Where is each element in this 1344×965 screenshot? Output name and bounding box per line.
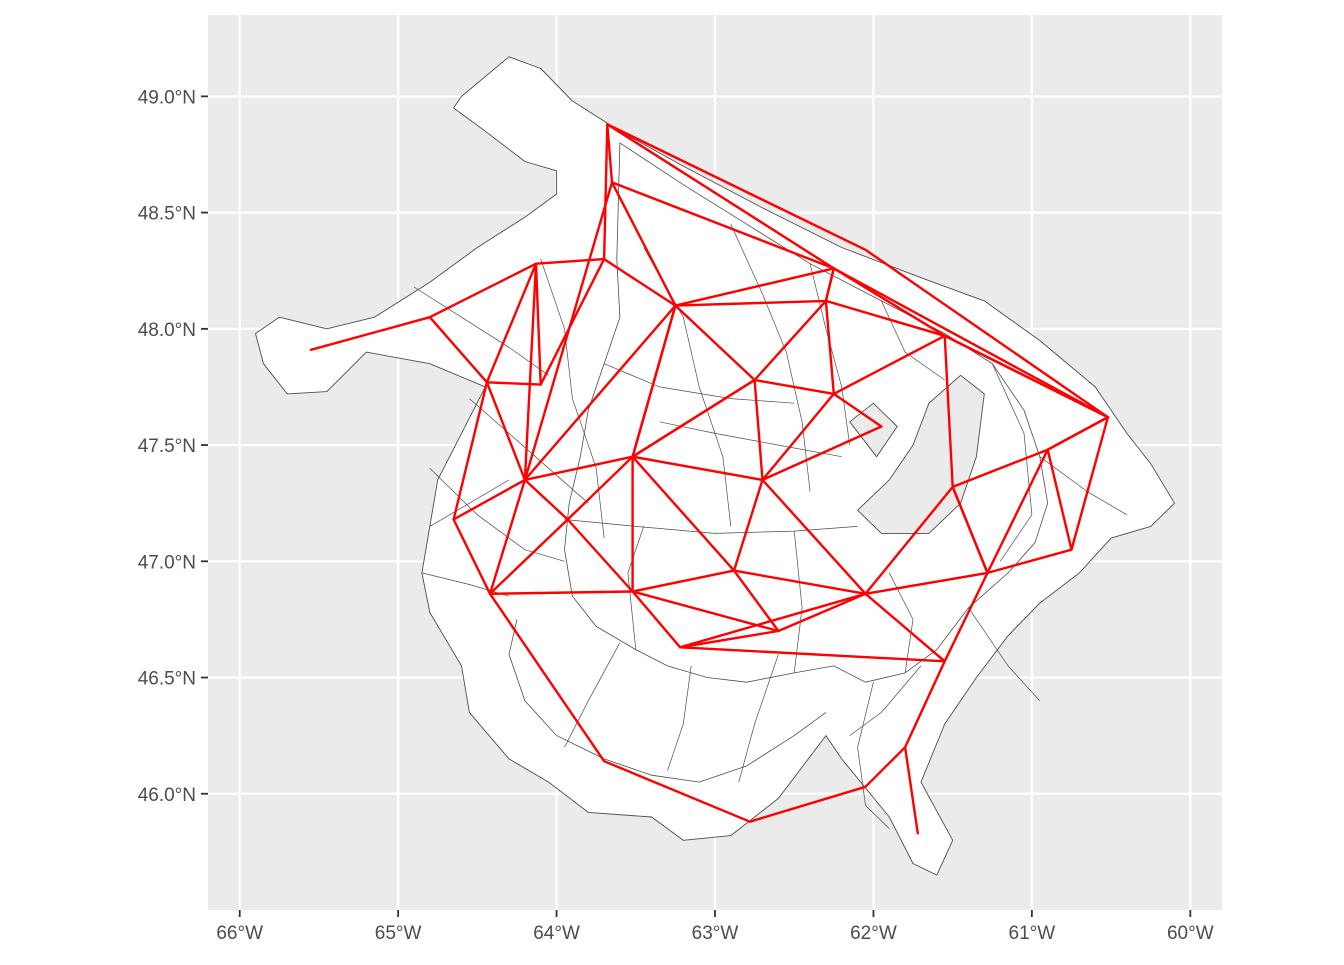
y-tick-label: 48.0°N (138, 320, 196, 341)
region-boundary (603, 363, 795, 404)
region-boundary (991, 363, 1033, 562)
region-boundary (730, 224, 811, 492)
region-boundary (667, 665, 692, 771)
network-edge (452, 381, 527, 595)
network-edge (951, 416, 1110, 575)
region-boundary (429, 479, 510, 527)
region-boundary (540, 258, 605, 539)
x-tick-label: 65°W (375, 923, 422, 944)
network-edge (488, 455, 634, 595)
x-tick-label: 63°W (692, 923, 739, 944)
region-boundary (413, 286, 549, 376)
region-boundary (809, 263, 851, 446)
region-boundary (627, 526, 645, 650)
region-boundary (659, 421, 842, 458)
region-boundary (738, 654, 779, 783)
region-boundary (793, 531, 803, 673)
y-tick-label: 48.5°N (138, 204, 196, 225)
network-edges (309, 123, 1110, 835)
y-axis: 46.0°N 46.5°N 47.0°N 47.5°N 48.0°N 48.5°N 49.0… (138, 87, 208, 806)
network-edge (678, 592, 946, 663)
network-edge (488, 455, 634, 595)
network-edge (903, 448, 1049, 835)
network-edge (488, 592, 907, 823)
region-boundary (421, 572, 510, 597)
region-boundary (857, 682, 890, 829)
bay-water (857, 374, 985, 534)
inner-coastline (508, 619, 827, 783)
region-boundary (564, 519, 858, 534)
land-outline (255, 56, 1175, 876)
network-edge (428, 262, 538, 482)
x-tick-label: 62°W (850, 923, 897, 944)
y-tick-label: 46.5°N (138, 669, 196, 690)
x-tick-label: 60°W (1167, 923, 1214, 944)
network-edge (674, 267, 835, 382)
x-tick-label: 64°W (533, 923, 580, 944)
region-boundary (469, 398, 589, 504)
region-boundary (429, 468, 565, 562)
region-boundary (564, 642, 621, 748)
network-edge (732, 485, 989, 633)
y-tick-label: 46.0°N (138, 785, 196, 806)
network-edge (602, 257, 677, 307)
x-axis: 66°W 65°W 64°W 63°W 62°W 61°W 60°W (216, 910, 1214, 944)
region-boundary (881, 300, 945, 381)
x-tick-label: 61°W (1009, 923, 1056, 944)
network-edge (824, 299, 946, 396)
y-tick-label: 47.0°N (138, 552, 196, 573)
network-edge (452, 478, 527, 521)
y-tick-label: 47.5°N (138, 436, 196, 457)
region-boundary (968, 607, 1041, 702)
y-tick-label: 49.0°N (138, 87, 196, 108)
region-boundary (849, 665, 922, 736)
x-tick-label: 66°W (216, 923, 263, 944)
